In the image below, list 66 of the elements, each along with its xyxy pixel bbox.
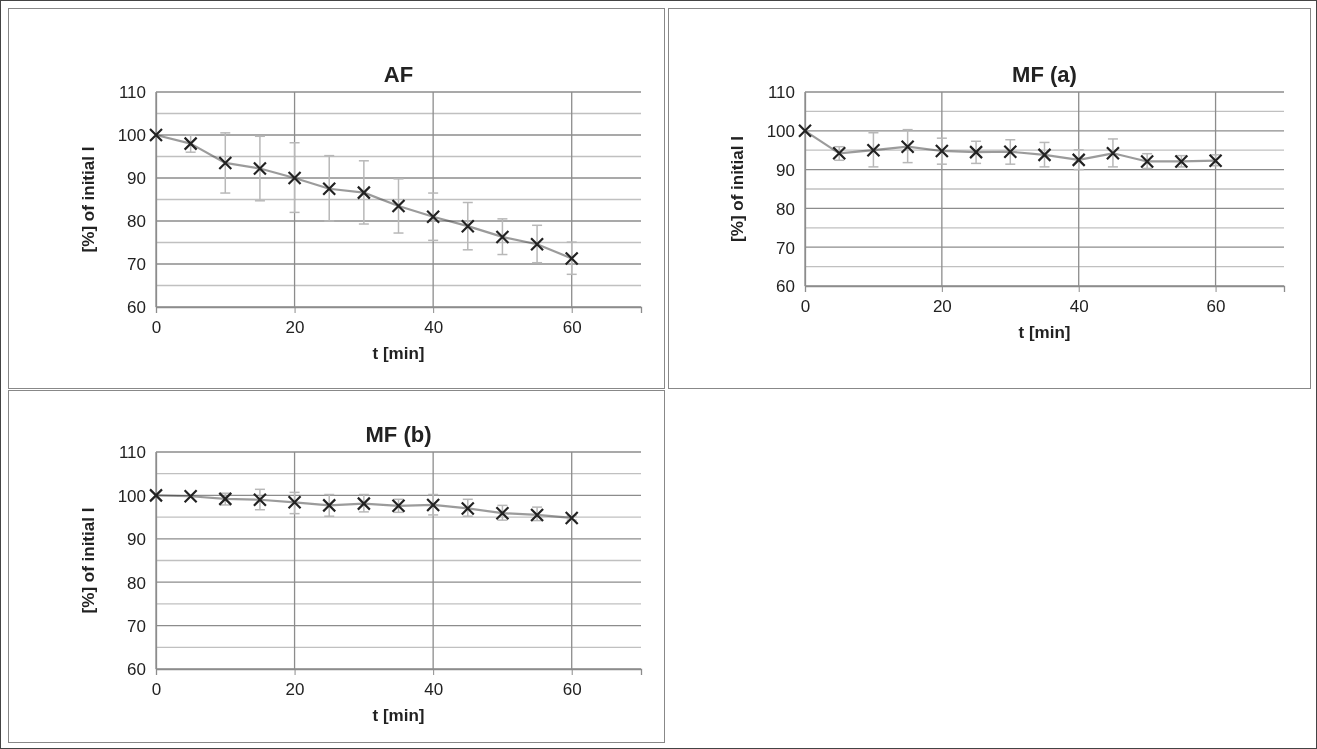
- point: [1003, 144, 1018, 159]
- y-tick-label: 90: [127, 530, 146, 550]
- point: [287, 170, 302, 186]
- y-tick-label: 70: [127, 617, 146, 637]
- point: [1071, 152, 1086, 167]
- point: [1105, 146, 1121, 161]
- y-tick-label: 110: [118, 443, 146, 463]
- point: [564, 510, 579, 526]
- y-axis-title: [%] of initial I: [728, 136, 747, 242]
- point: [218, 155, 233, 171]
- point: [148, 127, 164, 143]
- x-tick-label: 40: [424, 318, 444, 338]
- point: [900, 139, 915, 154]
- y-tick-label: 90: [776, 161, 795, 181]
- x-axis-title: t [min]: [372, 344, 425, 363]
- point: [460, 219, 475, 234]
- x-tick-label: 20: [285, 680, 305, 700]
- x-tick-label: 0: [151, 318, 162, 338]
- x-tick-label: 20: [932, 297, 952, 317]
- point: [426, 209, 441, 224]
- y-tick-label: 60: [127, 660, 146, 680]
- point: [148, 488, 164, 503]
- point: [287, 495, 302, 510]
- y-tick-label: 110: [767, 83, 795, 103]
- chart-title: MF (b): [365, 422, 432, 447]
- y-tick-label: 70: [776, 238, 795, 258]
- point: [322, 181, 337, 196]
- point: [356, 185, 371, 200]
- point: [183, 489, 198, 504]
- x-tick-label: 0: [151, 680, 162, 700]
- y-tick-label: 100: [117, 486, 146, 506]
- point: [797, 123, 813, 138]
- point: [529, 237, 545, 252]
- y-tick-label: 110: [118, 83, 146, 103]
- point: [495, 229, 510, 245]
- y-tick-label: 80: [127, 573, 146, 593]
- point: [322, 498, 337, 513]
- y-tick-label: 80: [776, 199, 795, 219]
- chart-title: MF (a): [1012, 62, 1077, 87]
- x-tick-label: 40: [424, 680, 444, 700]
- y-tick-label: 100: [117, 126, 146, 146]
- point: [252, 492, 268, 507]
- x-tick-label: 0: [800, 297, 811, 317]
- y-tick-label: 100: [766, 122, 795, 142]
- point: [866, 143, 881, 158]
- point: [934, 143, 949, 159]
- x-tick-label: 20: [285, 318, 305, 338]
- x-tick-label: 60: [1206, 297, 1226, 317]
- y-tick-label: 80: [127, 212, 146, 232]
- y-axis-title: [%] of initial I: [79, 507, 98, 614]
- x-tick-label: 60: [562, 680, 582, 700]
- x-tick-label: 60: [562, 318, 582, 338]
- point: [426, 497, 441, 513]
- y-tick-label: 70: [127, 255, 146, 275]
- point: [564, 251, 579, 266]
- x-axis-title: t [min]: [372, 706, 425, 725]
- chart-title: AF: [383, 62, 414, 87]
- y-tick-label: 90: [127, 169, 146, 189]
- point: [391, 198, 406, 214]
- y-tick-label: 60: [776, 277, 795, 297]
- point: [252, 161, 268, 176]
- y-axis-title: [%] of initial I: [79, 146, 98, 253]
- point: [968, 145, 984, 160]
- x-tick-label: 40: [1069, 297, 1089, 317]
- x-axis-title: t [min]: [1018, 323, 1071, 342]
- point: [1037, 147, 1052, 162]
